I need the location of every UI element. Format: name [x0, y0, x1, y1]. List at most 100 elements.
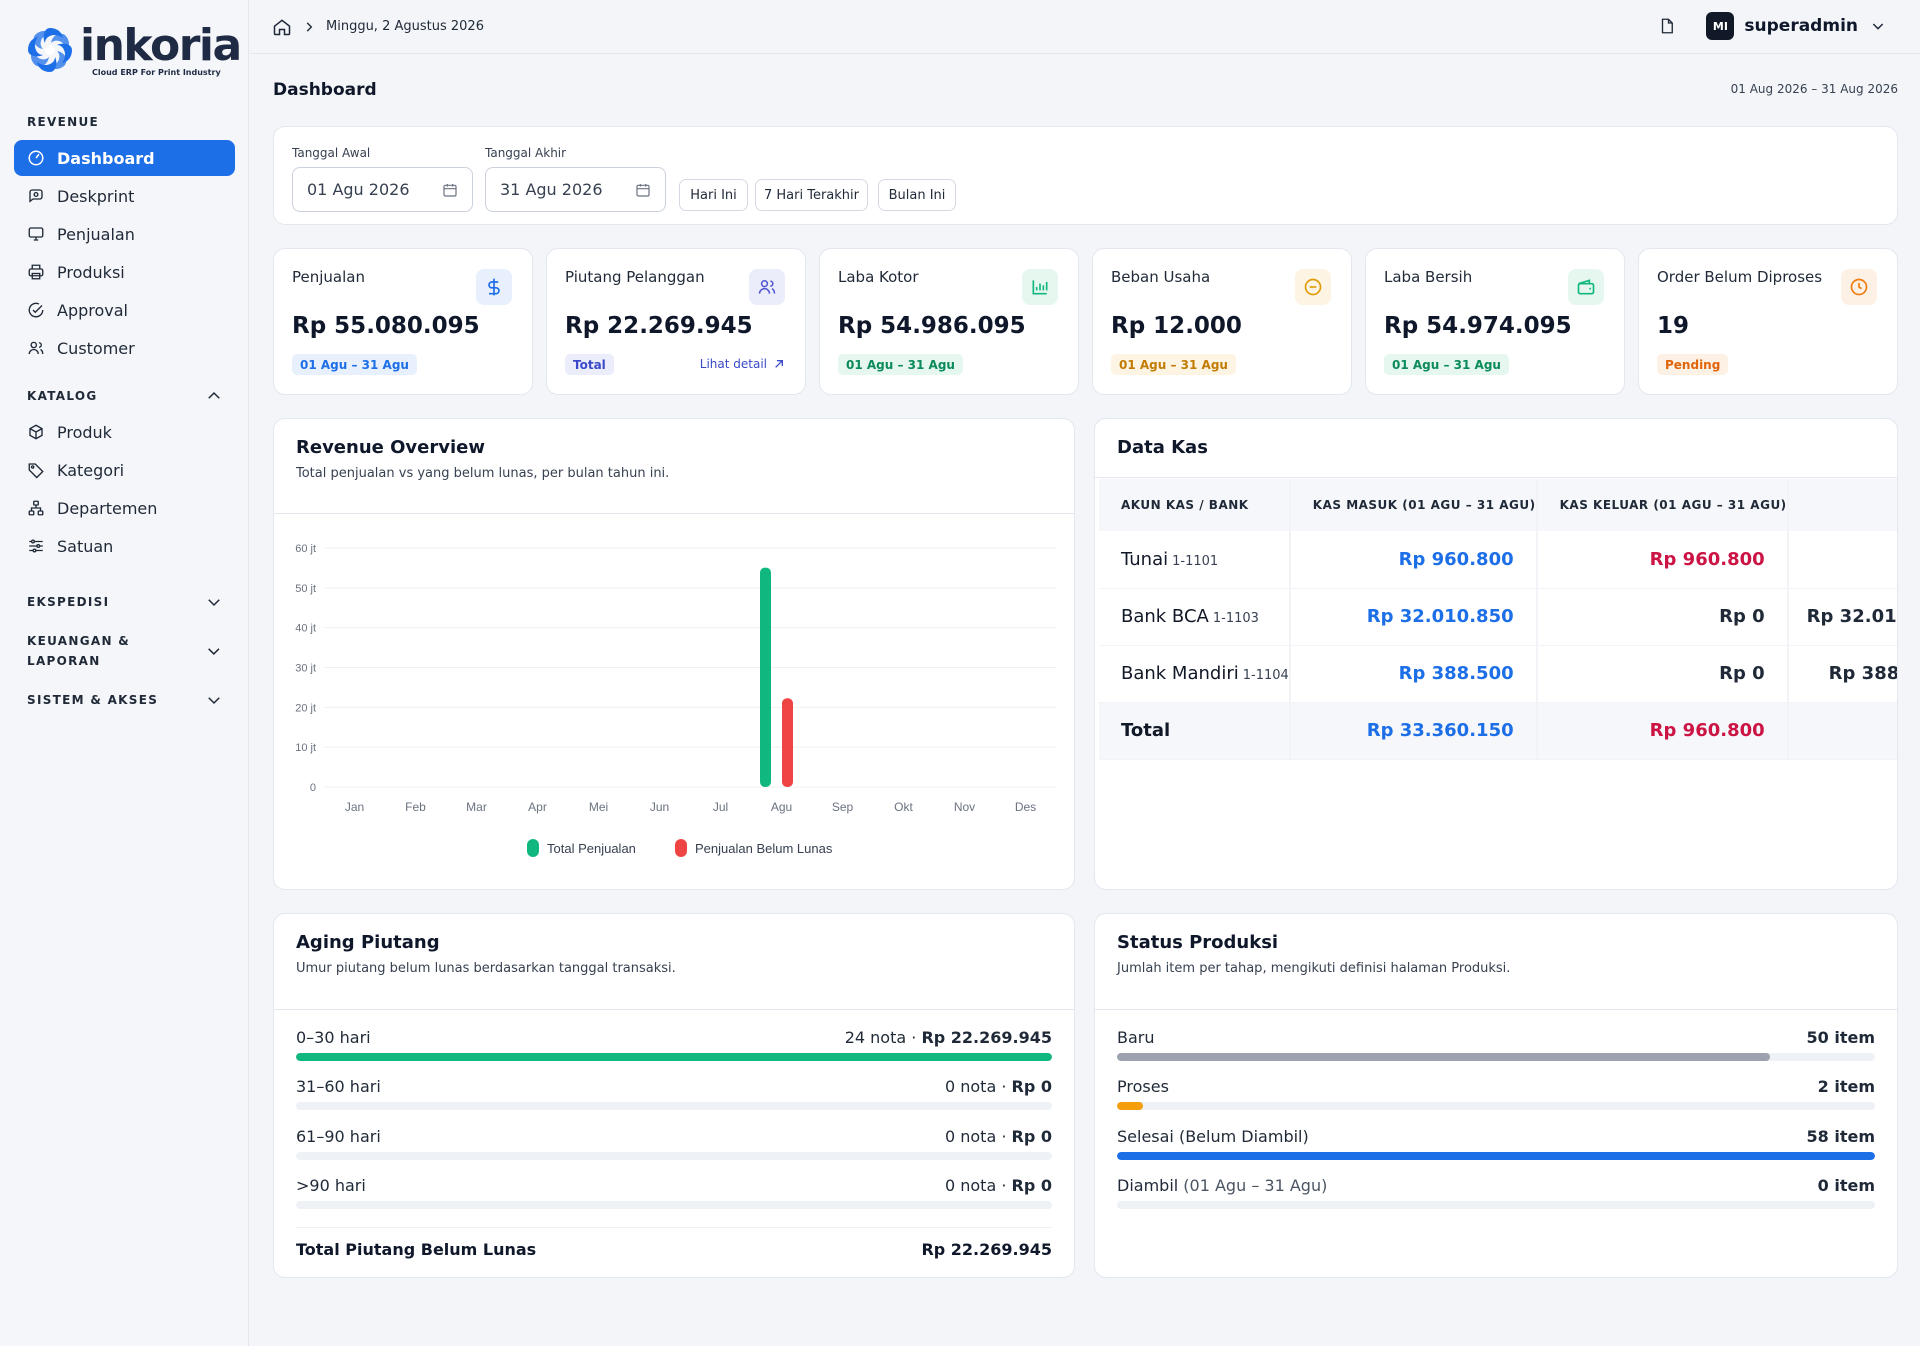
chat-search-icon — [27, 187, 45, 205]
status-value: 2 item — [1817, 1077, 1875, 1096]
stat-label: Laba Bersih — [1384, 268, 1473, 286]
end-date-input[interactable]: 31 Agu 2026 — [485, 167, 666, 212]
sidebar-item-customer[interactable]: Customer — [14, 330, 235, 366]
chevron-down-icon[interactable] — [1870, 18, 1886, 34]
start-date-input[interactable]: 01 Agu 2026 — [292, 167, 473, 212]
stat-label: Order Belum Diproses — [1657, 268, 1823, 286]
stat-value: 19 — [1657, 313, 1690, 339]
aging-row: 31–60 hari 0 nota · Rp 0 — [296, 1077, 1052, 1117]
nav-section-katalog[interactable]: KATALOG — [0, 386, 249, 406]
sidebar-item-produk[interactable]: Produk — [14, 414, 235, 450]
clock-icon — [1841, 269, 1877, 305]
aging-count: 0 nota — [944, 1077, 997, 1096]
total-masuk: Rp 33.360.150 — [1289, 702, 1538, 760]
status-bar-fill — [1117, 1053, 1771, 1061]
nav-section-sistem[interactable]: SISTEM & AKSES — [0, 690, 249, 710]
divider — [274, 1009, 1074, 1010]
end-date-value: 31 Agu 2026 — [500, 180, 603, 199]
aging-bar — [296, 1201, 1052, 1209]
y-tick-label: 60 jt — [295, 543, 316, 555]
nav-section-label: KEUANGAN & LAPORAN — [27, 634, 131, 668]
sidebar-item-label: Satuan — [57, 536, 114, 556]
printer-icon — [27, 263, 45, 281]
aging-subtitle: Umur piutang belum lunas berdasarkan tan… — [296, 961, 676, 976]
quick-filter-7-days[interactable]: 7 Hari Terakhir — [755, 179, 868, 211]
legend-swatch — [675, 839, 687, 857]
home-icon[interactable] — [272, 17, 292, 37]
stat-card-order-pending[interactable]: Order Belum Diproses 19 Pending — [1638, 248, 1898, 395]
divider — [296, 1227, 1052, 1228]
stat-card-laba-bersih[interactable]: Laba Bersih Rp 54.974.095 01 Agu – 31 Ag… — [1365, 248, 1625, 395]
org-chart-icon — [27, 499, 45, 517]
stat-badge: 01 Agu – 31 Agu — [1111, 354, 1236, 375]
nav-section-revenue: REVENUE — [0, 112, 249, 132]
account-name: Bank BCA — [1121, 606, 1209, 627]
sidebar-item-approval[interactable]: Approval — [14, 292, 235, 328]
nav-section-label: EKSPEDISI — [27, 595, 110, 609]
sidebar-item-produksi[interactable]: Produksi — [14, 254, 235, 290]
sidebar-item-kategori[interactable]: Kategori — [14, 452, 235, 488]
sidebar-item-deskprint[interactable]: Deskprint — [14, 178, 235, 214]
nav-section-ekspedisi[interactable]: EKSPEDISI — [0, 592, 249, 612]
avatar[interactable]: MI — [1706, 12, 1735, 40]
aging-row-value: 0 nota · Rp 0 — [944, 1176, 1052, 1195]
document-icon[interactable] — [1658, 17, 1676, 35]
chevron-down-icon — [208, 697, 220, 705]
status-row-label: Proses — [1117, 1077, 1169, 1096]
status-value: 58 item — [1806, 1127, 1876, 1146]
bar-penjualan-belum-lunas — [782, 698, 793, 787]
dollar-icon — [476, 269, 512, 305]
bar-total-penjualan — [760, 567, 771, 787]
stat-badge: 01 Agu – 31 Agu — [292, 354, 417, 375]
col-header-masuk: KAS MASUK (01 AGU – 31 AGU) — [1289, 479, 1538, 531]
chevron-up-icon — [208, 391, 220, 399]
table-row[interactable]: Bank Mandiri 1-1104 Rp 388.500 Rp 0 Rp 38… — [1099, 645, 1897, 703]
stat-card-penjualan[interactable]: Penjualan Rp 55.080.095 01 Agu – 31 Agu — [273, 248, 533, 395]
stat-value: Rp 55.080.095 — [292, 313, 480, 339]
aging-row-label: >90 hari — [296, 1176, 366, 1195]
table-row[interactable]: Tunai 1-1101 Rp 960.800 Rp 960.800 — [1099, 531, 1897, 589]
status-label: Selesai (Belum Diambil) — [1117, 1127, 1309, 1146]
sidebar-item-satuan[interactable]: Satuan — [14, 528, 235, 564]
chevron-down-icon — [208, 648, 220, 655]
sidebar-item-departemen[interactable]: Departemen — [14, 490, 235, 526]
revenue-title: Revenue Overview — [296, 437, 485, 458]
quick-filter-today[interactable]: Hari Ini — [679, 179, 748, 211]
view-detail-link[interactable]: Lihat detail — [700, 356, 787, 372]
nav-section-label: REVENUE — [27, 115, 100, 129]
dashboard-icon — [27, 149, 45, 167]
sidebar-item-label: Produk — [57, 422, 112, 442]
sidebar-item-label: Penjualan — [57, 224, 135, 244]
x-tick-label: Jul — [713, 800, 728, 814]
stat-card-beban-usaha[interactable]: Beban Usaha Rp 12.000 01 Agu – 31 Agu — [1092, 248, 1352, 395]
x-tick-label: Jun — [650, 800, 669, 814]
total-saldo — [1787, 702, 1897, 760]
sidebar-item-penjualan[interactable]: Penjualan — [14, 216, 235, 252]
brand-logo[interactable]: inkoria Cloud ERP For Print Industry — [22, 22, 242, 78]
nav-section-keuangan[interactable]: KEUANGAN & LAPORAN — [0, 634, 249, 668]
aging-bar — [296, 1102, 1052, 1110]
stat-card-piutang[interactable]: Piutang Pelanggan Rp 22.269.945 Total Li… — [546, 248, 806, 395]
stat-value: Rp 22.269.945 — [565, 313, 753, 339]
username[interactable]: superadmin — [1744, 16, 1858, 36]
table-row[interactable]: Bank BCA 1-1103 Rp 32.010.850 Rp 0 Rp 32.… — [1099, 588, 1897, 646]
sidebar-item-label: Produksi — [57, 262, 125, 282]
quick-filter-this-month[interactable]: Bulan Ini — [878, 179, 956, 211]
aging-bar — [296, 1152, 1052, 1160]
stat-badge: Pending — [1657, 354, 1729, 375]
aging-row: 61–90 hari 0 nota · Rp 0 — [296, 1127, 1052, 1167]
kas-masuk-cell: Rp 388.500 — [1289, 645, 1538, 703]
account-code: 1-1104 — [1242, 668, 1289, 683]
tag-icon — [27, 461, 45, 479]
aging-total-value: Rp 22.269.945 — [921, 1240, 1052, 1259]
y-tick-label: 30 jt — [295, 663, 316, 675]
data-kas-card: Data Kas AKUN KAS / BANK KAS MASUK (01 A… — [1094, 418, 1898, 890]
stat-card-laba-kotor[interactable]: Laba Kotor Rp 54.986.095 01 Agu – 31 Agu — [819, 248, 1079, 395]
sidebar-item-dashboard[interactable]: Dashboard — [14, 140, 235, 176]
divider — [274, 513, 1074, 514]
aging-piutang-card: Aging Piutang Umur piutang belum lunas b… — [273, 913, 1075, 1278]
status-row-label: Diambil (01 Agu – 31 Agu) — [1117, 1176, 1327, 1195]
sidebar-item-label: Approval — [57, 300, 128, 320]
account-code: 1-1103 — [1212, 611, 1259, 626]
stat-label: Laba Kotor — [838, 268, 919, 286]
